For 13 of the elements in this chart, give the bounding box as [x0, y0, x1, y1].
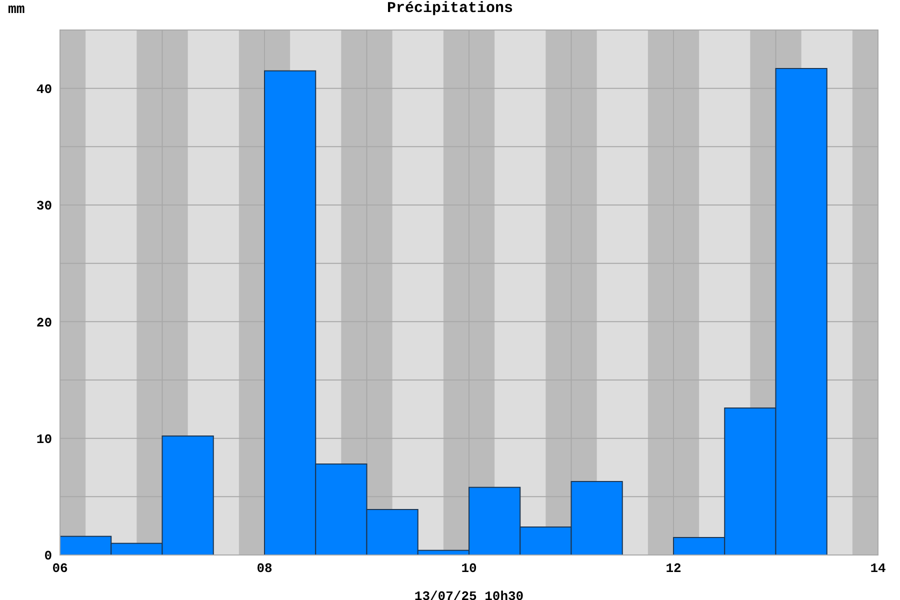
y-tick-label: 20: [36, 315, 52, 330]
chart-title: Précipitations: [386, 0, 514, 17]
y-tick-label: 10: [36, 432, 52, 447]
y-tick-label: 30: [36, 198, 52, 214]
y-tick-label: 0: [44, 548, 52, 564]
x-tick-label: 14: [870, 561, 886, 576]
y-tick-label: 40: [36, 82, 52, 97]
x-tick-label: 12: [666, 561, 682, 576]
x-axis-title: 13/07/25 10h30: [414, 589, 524, 600]
x-tick-label: 08: [256, 561, 272, 576]
x-tick-label: 06: [52, 561, 68, 576]
x-tick-label: 10: [461, 561, 477, 576]
y-axis-title: mm: [8, 2, 25, 18]
